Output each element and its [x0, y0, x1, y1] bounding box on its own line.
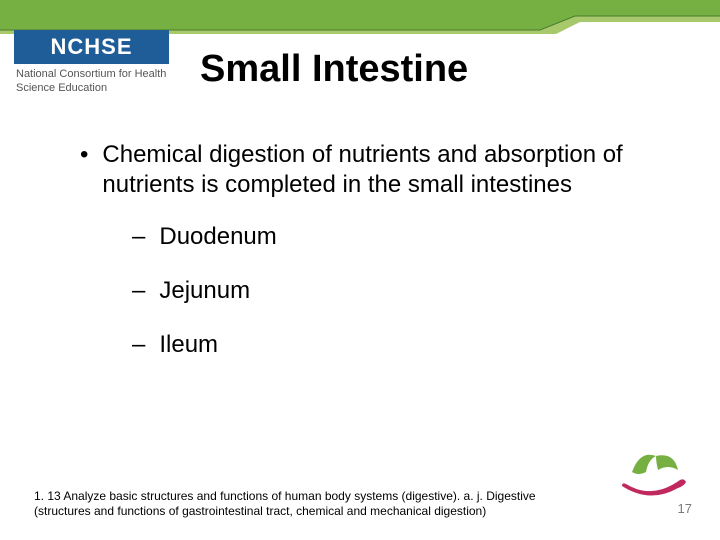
sub-marker: – [132, 330, 145, 360]
sub-text: Jejunum [159, 276, 250, 306]
footer-logo [612, 442, 692, 502]
bullet-marker: • [80, 140, 88, 170]
slide-title: Small Intestine [200, 48, 468, 91]
sub-item: – Jejunum [132, 276, 670, 306]
top-banner [0, 0, 720, 32]
bullet-text: Chemical digestion of nutrients and abso… [102, 140, 670, 200]
org-logo: NCHSE National Consortium for Health Sci… [14, 30, 169, 96]
sub-text: Ileum [159, 330, 218, 360]
logo-acronym: NCHSE [14, 30, 169, 64]
sub-item: – Duodenum [132, 222, 670, 252]
sub-list: – Duodenum – Jejunum – Ileum [132, 222, 670, 360]
sub-item: – Ileum [132, 330, 670, 360]
footer-standard: 1. 13 Analyze basic structures and funct… [34, 489, 554, 520]
page-number: 17 [678, 501, 692, 516]
sub-marker: – [132, 222, 145, 252]
main-bullet: • Chemical digestion of nutrients and ab… [80, 140, 670, 200]
logo-subtitle: National Consortium for Health Science E… [14, 64, 169, 96]
sub-text: Duodenum [159, 222, 276, 252]
sub-marker: – [132, 276, 145, 306]
content-area: • Chemical digestion of nutrients and ab… [80, 140, 670, 384]
